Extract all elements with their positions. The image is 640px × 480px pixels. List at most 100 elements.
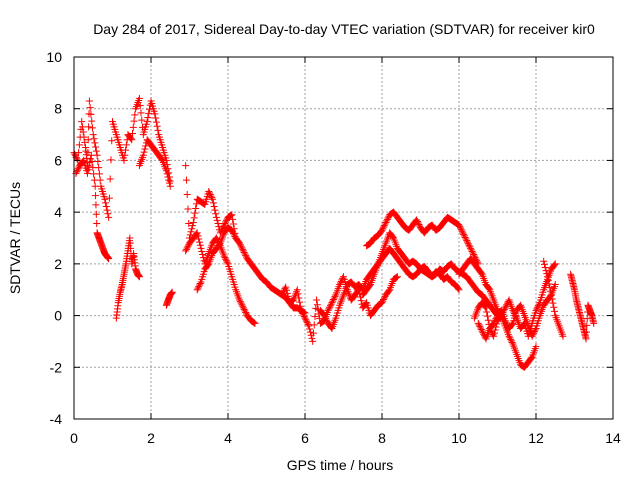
data-point	[88, 117, 96, 125]
data-point	[92, 192, 100, 200]
data-point	[550, 303, 558, 311]
data-point	[327, 300, 335, 308]
y-tick-label: 10	[46, 49, 62, 65]
data-point	[158, 155, 166, 163]
data-point	[154, 126, 162, 134]
data-point	[85, 110, 93, 118]
series-track-b	[72, 151, 113, 263]
data-point	[460, 232, 468, 240]
data-point	[221, 254, 229, 262]
data-point	[196, 281, 204, 289]
data-point	[455, 286, 463, 294]
data-point	[471, 254, 479, 262]
data-point	[462, 235, 470, 243]
y-tick-label: -4	[50, 411, 63, 427]
data-point	[531, 326, 539, 334]
data-point	[393, 273, 401, 281]
data-point	[207, 192, 215, 200]
data-point	[293, 286, 301, 294]
data-point	[305, 322, 313, 330]
data-point	[300, 313, 308, 321]
data-point	[79, 128, 87, 136]
data-point	[168, 288, 176, 296]
data-point	[108, 137, 116, 145]
data-point	[542, 267, 550, 275]
data-point	[128, 136, 136, 144]
data-point	[490, 332, 498, 340]
data-point	[279, 288, 287, 296]
data-point	[463, 237, 471, 245]
x-tick-label: 10	[451, 430, 467, 446]
data-point	[89, 164, 97, 172]
data-point	[366, 282, 374, 290]
series-track-k	[363, 208, 482, 268]
data-point	[165, 176, 173, 184]
data-point	[530, 328, 538, 336]
data-point	[196, 280, 204, 288]
data-point	[131, 111, 139, 119]
data-point	[507, 337, 515, 345]
data-point	[236, 298, 244, 306]
data-point	[505, 332, 513, 340]
data-point	[213, 216, 221, 224]
data-point	[541, 263, 549, 271]
data-point	[481, 303, 489, 311]
series-track-d	[135, 136, 174, 190]
data-point	[467, 244, 475, 252]
data-point	[102, 202, 110, 210]
data-point	[313, 296, 321, 304]
data-point	[92, 143, 100, 151]
data-point	[88, 157, 96, 165]
data-point	[378, 226, 386, 234]
x-tick-labels: 0 2 4 6 8 10 12 14	[70, 430, 621, 446]
data-point	[84, 136, 92, 144]
data-point	[413, 217, 421, 225]
data-point	[454, 285, 462, 293]
data-point	[79, 157, 87, 165]
data-point	[545, 280, 553, 288]
data-point	[380, 223, 388, 231]
data-point	[242, 252, 250, 260]
data-point	[204, 261, 212, 269]
data-point	[193, 286, 201, 294]
data-point	[142, 142, 150, 150]
data-point	[182, 247, 190, 255]
data-point	[278, 291, 286, 299]
data-point	[529, 331, 537, 339]
data-point	[465, 241, 473, 249]
data-point	[393, 273, 401, 281]
data-point	[138, 116, 146, 124]
data-point	[152, 118, 160, 126]
data-point	[222, 218, 230, 226]
axis-ticks	[73, 56, 614, 420]
data-point	[329, 297, 337, 305]
data-point	[107, 156, 115, 164]
data-point	[283, 286, 291, 294]
data-point	[281, 285, 289, 293]
data-point	[491, 326, 499, 334]
data-point	[212, 234, 220, 242]
data-point	[477, 326, 485, 334]
data-point	[329, 296, 337, 304]
data-point	[84, 166, 92, 174]
data-point	[217, 227, 225, 235]
data-point	[242, 308, 250, 316]
data-point	[392, 274, 400, 282]
data-point	[383, 217, 391, 225]
data-point	[229, 215, 237, 223]
data-point	[212, 213, 220, 221]
data-point	[127, 135, 135, 143]
data-point	[78, 123, 86, 131]
data-point	[540, 260, 548, 268]
data-point	[145, 105, 153, 113]
data-point	[236, 241, 244, 249]
data-point	[137, 109, 145, 117]
series-track-p	[540, 257, 567, 340]
data-point	[195, 283, 203, 291]
data-point	[220, 221, 228, 229]
data-point	[122, 141, 130, 149]
data-point	[470, 252, 478, 260]
data-point	[466, 243, 474, 251]
data-point	[331, 292, 339, 300]
data-point	[228, 211, 236, 219]
